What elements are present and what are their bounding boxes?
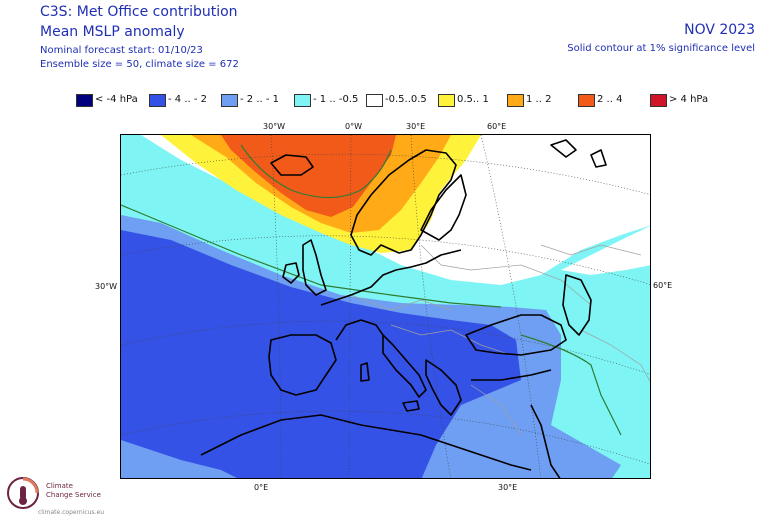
- legend-swatch: [294, 94, 311, 107]
- legend-label: > 4 hPa: [669, 94, 709, 105]
- logo-name-line2: Change Service: [46, 491, 101, 499]
- climate-logo-icon: [7, 477, 39, 509]
- logo-name-line1: Climate: [46, 482, 73, 490]
- grid-label-top-30w: 30°W: [263, 122, 286, 131]
- legend-swatch: [507, 94, 524, 107]
- legend-swatch: [221, 94, 238, 107]
- map-title-variable: Mean MSLP anomaly: [40, 24, 185, 40]
- grid-label-top-0w: 0°W: [345, 122, 362, 131]
- valid-month-label: NOV 2023: [684, 22, 755, 38]
- legend-label: - 4 .. - 2: [168, 94, 208, 105]
- legend-swatch: [650, 94, 667, 107]
- anomaly-map: [120, 134, 651, 479]
- graticule: [121, 135, 650, 478]
- neutral-region-east: [561, 225, 650, 275]
- legend-swatch: [366, 94, 383, 107]
- forecast-start-label: Nominal forecast start: 01/10/23: [40, 45, 203, 56]
- legend-swatch: [76, 94, 93, 107]
- coastlines: [200, 139, 607, 478]
- grid-label-left-30w: 30°W: [95, 282, 118, 291]
- significance-note: Solid contour at 1% significance level: [567, 43, 755, 54]
- copernicus-logo: Climate Change Service climate.copernicu…: [4, 474, 124, 518]
- legend-label: -0.5..0.5: [385, 94, 427, 105]
- grid-label-bottom-0e: 0°E: [254, 483, 269, 492]
- logo-text: Climate Change Service: [46, 482, 116, 500]
- legend-swatch: [438, 94, 455, 107]
- map-title-source: C3S: Met Office contribution: [40, 4, 238, 20]
- negative-region-strong-east: [372, 425, 421, 478]
- significance-contours: [121, 144, 622, 436]
- legend-swatch: [578, 94, 595, 107]
- legend-swatch: [149, 94, 166, 107]
- legend-label: 0.5.. 1: [457, 94, 489, 105]
- legend-label: 2 .. 4: [597, 94, 623, 105]
- grid-label-top-60e: 60°E: [487, 122, 507, 131]
- positive-region-strong: [221, 135, 396, 217]
- grid-label-right-60e: 60°E: [653, 281, 673, 290]
- grid-label-bottom-30e: 30°E: [498, 483, 518, 492]
- legend-label: < -4 hPa: [95, 94, 138, 105]
- legend-label: - 1 .. -0.5: [313, 94, 359, 105]
- logo-url: climate.copernicus.eu: [38, 509, 105, 516]
- country-borders: [350, 244, 650, 436]
- negative-region-strong: [121, 230, 521, 478]
- legend-label: - 2 .. - 1: [240, 94, 280, 105]
- legend-label: 1 .. 2: [526, 94, 552, 105]
- ensemble-size-label: Ensemble size = 50, climate size = 672: [40, 59, 239, 70]
- grid-label-top-30e: 30°E: [406, 122, 426, 131]
